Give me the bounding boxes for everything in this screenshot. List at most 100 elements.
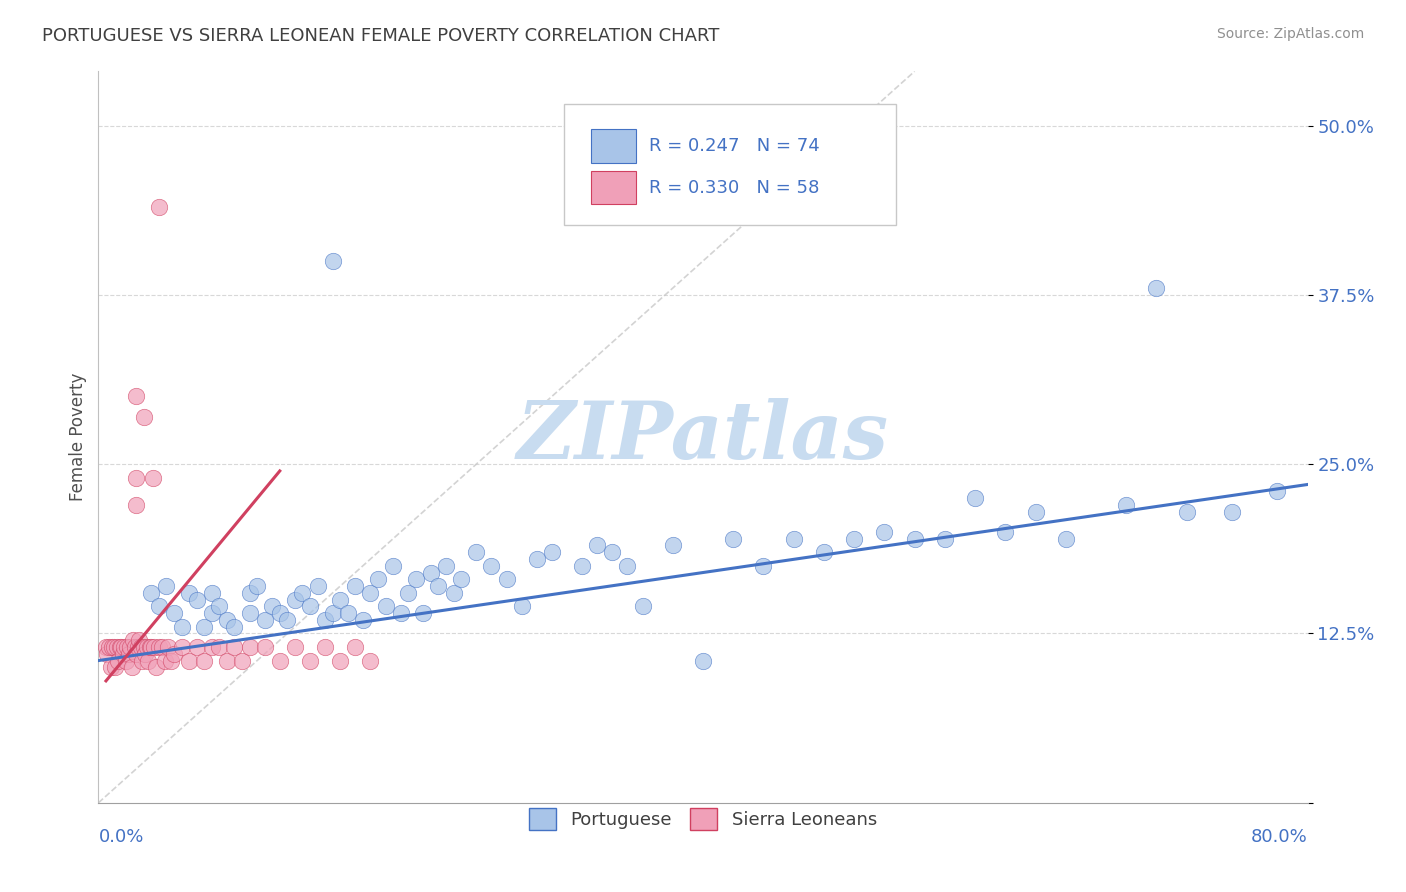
Point xyxy=(215,613,238,627)
Point xyxy=(367,572,389,586)
Point xyxy=(141,586,163,600)
Point xyxy=(495,572,517,586)
Point xyxy=(934,532,956,546)
Point xyxy=(170,620,193,634)
Text: 80.0%: 80.0% xyxy=(1251,829,1308,847)
Point xyxy=(111,647,134,661)
Point xyxy=(299,599,322,614)
Point xyxy=(420,566,443,580)
Point xyxy=(322,606,344,620)
Text: R = 0.247   N = 74: R = 0.247 N = 74 xyxy=(648,137,820,155)
Point xyxy=(107,654,129,668)
Point xyxy=(121,660,143,674)
Point xyxy=(170,640,193,654)
Point xyxy=(314,613,336,627)
Point xyxy=(96,647,118,661)
Y-axis label: Female Poverty: Female Poverty xyxy=(69,373,87,501)
Point xyxy=(112,640,135,654)
Point xyxy=(108,640,131,654)
Point xyxy=(813,545,835,559)
FancyBboxPatch shape xyxy=(564,104,897,225)
Point xyxy=(616,558,638,573)
Point xyxy=(136,654,159,668)
Point xyxy=(129,640,152,654)
Point xyxy=(661,538,683,552)
Point xyxy=(631,599,654,614)
Point xyxy=(215,654,238,668)
Point xyxy=(723,532,745,546)
Point xyxy=(239,640,262,654)
Point xyxy=(269,654,291,668)
Point xyxy=(201,640,224,654)
Point xyxy=(329,654,352,668)
Point xyxy=(873,524,896,539)
Point xyxy=(314,640,336,654)
Point xyxy=(132,640,155,654)
Point xyxy=(692,654,714,668)
Point xyxy=(155,579,177,593)
Point xyxy=(269,606,291,620)
Text: Source: ZipAtlas.com: Source: ZipAtlas.com xyxy=(1216,27,1364,41)
Point xyxy=(239,606,262,620)
Point xyxy=(103,640,125,654)
Point xyxy=(124,640,146,654)
Point xyxy=(246,579,269,593)
Point xyxy=(412,606,434,620)
Text: R = 0.330   N = 58: R = 0.330 N = 58 xyxy=(648,178,818,196)
Point xyxy=(276,613,298,627)
Point xyxy=(360,654,382,668)
Point xyxy=(132,409,155,424)
Point xyxy=(329,592,352,607)
Point xyxy=(156,640,179,654)
Point xyxy=(193,620,215,634)
Point xyxy=(540,545,562,559)
Point xyxy=(160,654,183,668)
FancyBboxPatch shape xyxy=(591,171,637,204)
Point xyxy=(186,640,208,654)
Legend: Portuguese, Sierra Leoneans: Portuguese, Sierra Leoneans xyxy=(522,801,884,838)
Point xyxy=(434,558,457,573)
Point xyxy=(965,491,987,505)
Text: ZIPatlas: ZIPatlas xyxy=(517,399,889,475)
Point xyxy=(104,660,127,674)
Point xyxy=(586,538,609,552)
Point xyxy=(163,606,186,620)
Point xyxy=(427,579,450,593)
Point xyxy=(224,640,246,654)
Point xyxy=(193,654,215,668)
Point xyxy=(526,552,548,566)
Point xyxy=(752,558,775,573)
Point xyxy=(1024,505,1046,519)
Point xyxy=(125,647,148,661)
Point xyxy=(602,545,624,559)
Point xyxy=(179,654,201,668)
Point xyxy=(450,572,472,586)
Point xyxy=(374,599,396,614)
Point xyxy=(186,592,208,607)
Point xyxy=(291,586,314,600)
Point xyxy=(352,613,374,627)
Point xyxy=(201,606,224,620)
Point xyxy=(125,498,148,512)
Point xyxy=(322,254,344,268)
Point xyxy=(105,640,128,654)
Point xyxy=(344,579,367,593)
Text: PORTUGUESE VS SIERRA LEONEAN FEMALE POVERTY CORRELATION CHART: PORTUGUESE VS SIERRA LEONEAN FEMALE POVE… xyxy=(42,27,720,45)
Point xyxy=(139,640,162,654)
Point xyxy=(1054,532,1077,546)
Point xyxy=(1267,484,1289,499)
Point xyxy=(1115,498,1137,512)
Point xyxy=(336,606,359,620)
Point xyxy=(201,586,224,600)
Point xyxy=(179,586,201,600)
Point xyxy=(571,558,593,573)
Point xyxy=(114,654,136,668)
Point xyxy=(360,586,382,600)
Point xyxy=(125,471,148,485)
Point xyxy=(135,640,157,654)
Point xyxy=(284,640,307,654)
Point xyxy=(141,640,163,654)
Point xyxy=(134,647,156,661)
Point xyxy=(150,640,173,654)
Point xyxy=(153,654,176,668)
